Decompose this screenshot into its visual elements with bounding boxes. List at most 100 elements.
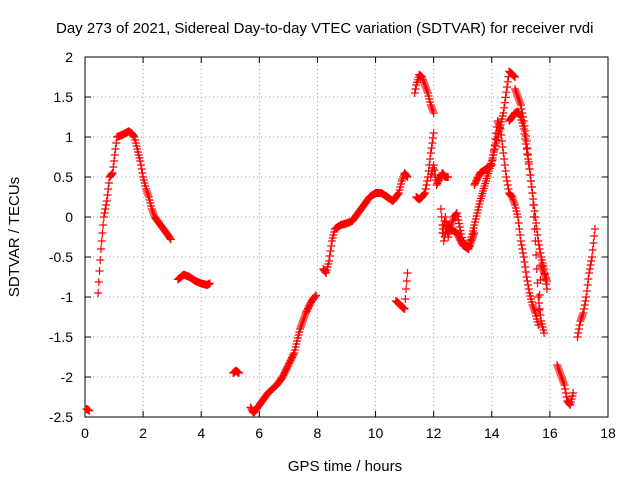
data-point — [447, 221, 456, 229]
data-point — [418, 73, 427, 81]
data-point — [466, 239, 475, 247]
data-point — [503, 83, 512, 91]
data-point — [590, 232, 599, 240]
data-point — [298, 319, 307, 327]
data-point — [496, 125, 505, 133]
data-point — [321, 268, 330, 276]
data-point — [421, 185, 430, 193]
data-point — [589, 239, 598, 247]
data-point — [569, 389, 578, 397]
data-point — [165, 234, 174, 243]
data-point — [325, 257, 334, 265]
x-tick-label: 4 — [197, 425, 205, 441]
data-point — [422, 181, 431, 189]
data-point — [148, 207, 157, 215]
data-point — [534, 306, 543, 314]
data-point — [527, 177, 536, 185]
data-point — [511, 87, 520, 95]
data-point — [537, 263, 546, 271]
data-point — [525, 165, 534, 173]
data-point — [428, 105, 437, 113]
data-point — [447, 219, 456, 227]
data-point — [430, 166, 439, 174]
data-point — [419, 77, 428, 85]
data-point — [520, 130, 529, 138]
data-point — [420, 190, 429, 198]
data-point — [138, 169, 147, 177]
data-point — [576, 317, 585, 325]
data-point — [136, 161, 145, 169]
data-point — [521, 263, 530, 271]
data-point — [554, 365, 563, 373]
data-point — [519, 253, 528, 261]
data-point — [457, 230, 466, 238]
grid — [85, 57, 608, 417]
data-point — [411, 85, 420, 93]
data-point — [584, 275, 593, 283]
data-point — [511, 85, 520, 93]
series-seg7 — [391, 269, 412, 313]
data-point — [100, 209, 109, 217]
data-point — [402, 172, 411, 180]
data-point — [581, 297, 590, 305]
data-point — [540, 265, 549, 273]
y-tick-labels: 2 1.5 1 0.5 0 -0.5 -1 -1.5 -2 -2.5 — [49, 49, 73, 425]
data-point — [470, 229, 479, 237]
data-point — [500, 155, 509, 163]
data-point — [504, 185, 513, 193]
data-point — [588, 253, 597, 261]
data-point — [585, 265, 594, 273]
data-point — [429, 129, 438, 137]
data-point — [529, 201, 538, 209]
x-tick-label: 0 — [81, 425, 89, 441]
data-point — [110, 151, 119, 159]
data-point — [426, 149, 435, 157]
series-seg13 — [470, 117, 551, 329]
data-point — [503, 177, 512, 185]
data-point — [555, 367, 564, 375]
data-point — [497, 137, 506, 145]
data-point — [516, 231, 525, 239]
data-point — [590, 225, 599, 233]
data-point — [524, 155, 533, 163]
y-tick-label: 0.5 — [54, 169, 74, 185]
series-seg1 — [82, 405, 94, 415]
data-point — [533, 231, 542, 239]
data-point — [289, 350, 298, 359]
x-tick-label: 14 — [484, 425, 500, 441]
data-point — [583, 281, 592, 289]
data-point — [128, 131, 137, 139]
data-point — [534, 293, 543, 301]
data-point — [553, 363, 562, 371]
x-tick-label: 16 — [542, 425, 558, 441]
data-point — [436, 205, 445, 213]
data-point — [426, 155, 435, 163]
data-point — [420, 79, 429, 87]
data-point — [492, 129, 501, 137]
data-point — [535, 245, 544, 253]
data-point — [515, 225, 524, 233]
data-points — [82, 67, 599, 417]
data-point — [508, 195, 517, 203]
data-point — [577, 315, 586, 323]
series-seg2 — [94, 127, 175, 297]
data-point — [529, 303, 538, 311]
data-point — [527, 183, 536, 191]
data-point — [103, 191, 112, 199]
x-tick-label: 12 — [426, 425, 442, 441]
data-point — [99, 213, 108, 221]
data-point — [429, 161, 438, 169]
data-point — [528, 189, 537, 197]
data-point — [311, 292, 320, 301]
data-point — [528, 301, 537, 309]
data-point — [467, 237, 476, 245]
data-point — [498, 143, 507, 151]
data-point — [428, 134, 437, 142]
data-point — [426, 101, 435, 109]
axis-ticks — [84, 56, 609, 418]
data-point — [144, 191, 153, 199]
data-point — [402, 285, 411, 293]
x-tick-label: 8 — [314, 425, 322, 441]
series-seg15 — [505, 107, 549, 337]
data-point — [394, 190, 403, 198]
